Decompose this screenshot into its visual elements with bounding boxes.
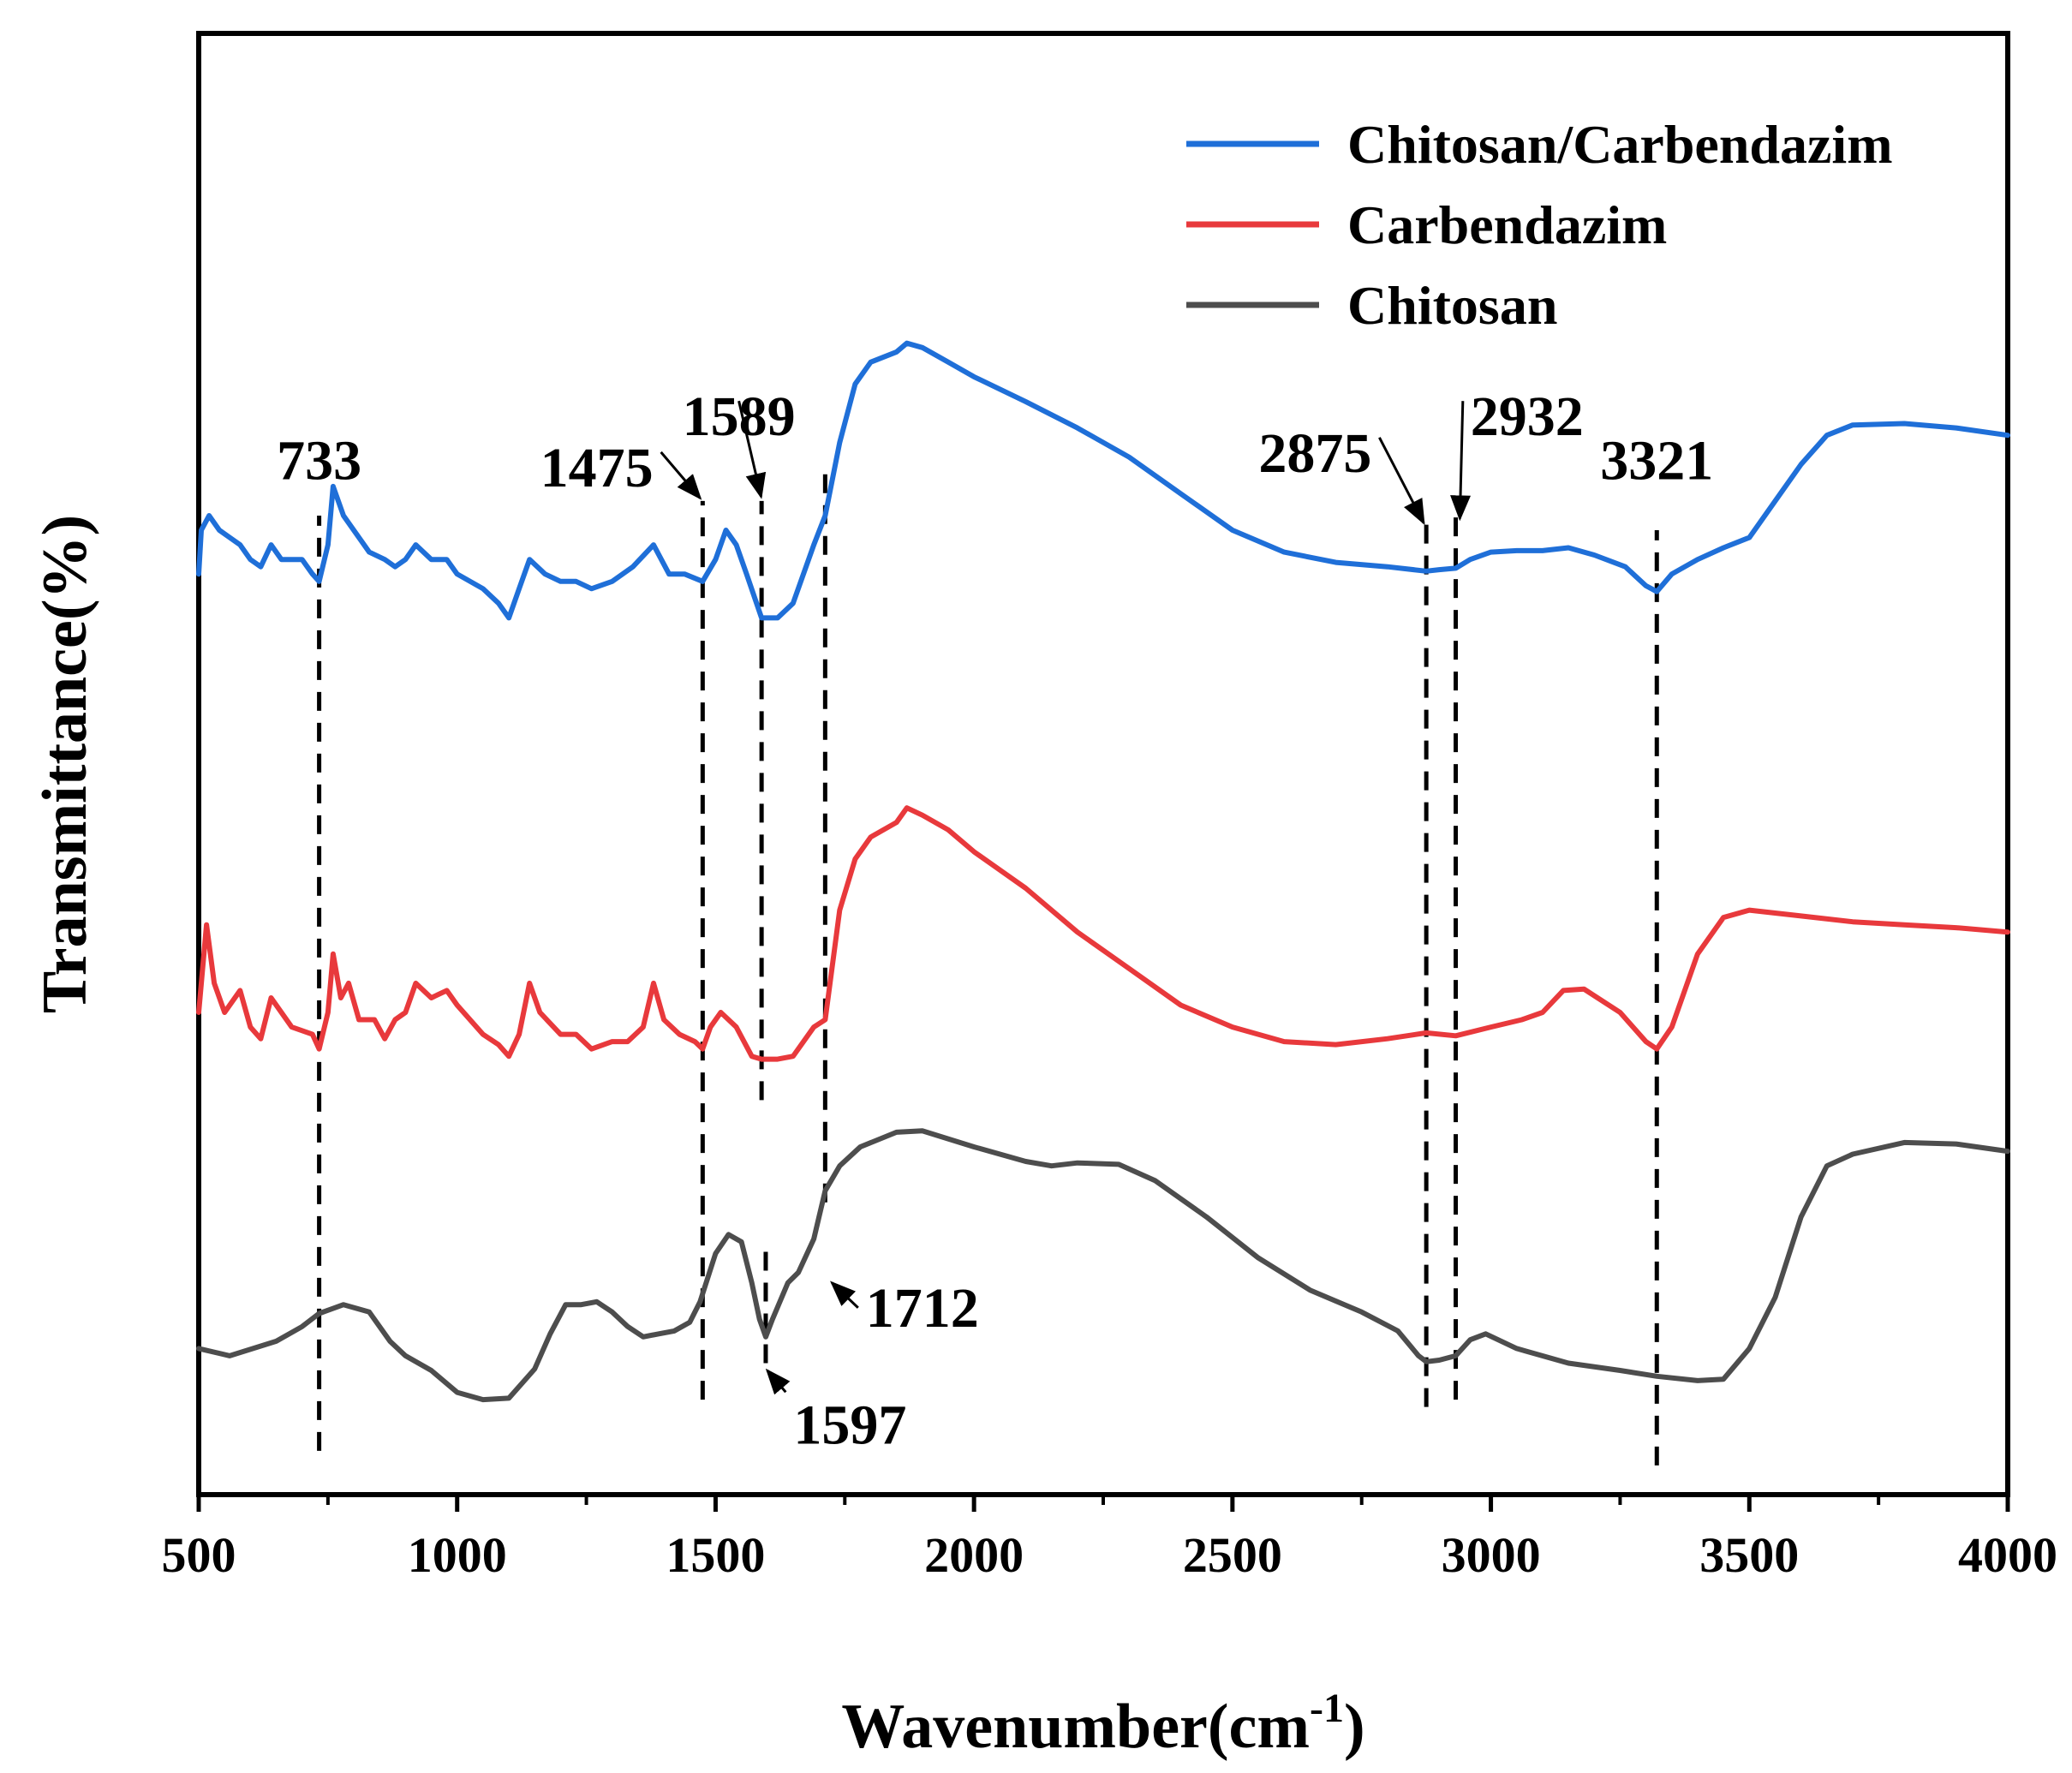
- x-tick-label-2500: 2500: [1183, 1527, 1282, 1583]
- series-line-chitosan-carbendazim: [196, 340, 2010, 621]
- x-axis-label-suffix: ): [1344, 1692, 1365, 1762]
- x-tick-label-2000: 2000: [924, 1527, 1024, 1583]
- annotation-1589: 1589: [683, 385, 796, 448]
- legend-label-chitosan-carbendazim: Chitosan/Carbendazim: [1347, 114, 1893, 175]
- legend: Chitosan/Carbendazim Carbendazim Chitosan: [1186, 114, 1893, 336]
- annotation-2932: 2932: [1471, 385, 1584, 448]
- reference-lines: [317, 471, 1659, 1466]
- x-axis-label-superscript: -1: [1310, 1686, 1344, 1731]
- x-tick-label-4000: 4000: [1958, 1527, 2057, 1583]
- x-tick-label-1500: 1500: [666, 1527, 765, 1583]
- x-tick-label-3500: 3500: [1699, 1527, 1799, 1583]
- y-axis-label: Transmittance(%): [30, 515, 100, 1013]
- annotation-733: 733: [277, 429, 361, 492]
- annotation-3321: 3321: [1600, 429, 1713, 492]
- x-tick-label-3000: 3000: [1442, 1527, 1541, 1583]
- legend-label-carbendazim: Carbendazim: [1347, 194, 1667, 255]
- annotation-arrow-1475: [660, 451, 702, 500]
- x-tick-label-500: 500: [162, 1527, 236, 1583]
- series-line-carbendazim: [196, 805, 2010, 1062]
- annotation-arrow-1712: [830, 1280, 859, 1309]
- legend-label-chitosan: Chitosan: [1347, 275, 1557, 336]
- annotation-1712: 1712: [866, 1277, 979, 1340]
- series-lines: [196, 340, 2010, 1403]
- x-axis: 500 1000 1500 2000 2500 3000 3500 4000: [162, 1495, 2057, 1583]
- plot-frame: [196, 31, 2010, 1497]
- annotation-1597: 1597: [793, 1394, 906, 1456]
- annotation-arrow-2875: [1378, 437, 1425, 526]
- x-axis-label: Wavenumber(cm-1): [841, 1686, 1364, 1762]
- x-axis-label-main: Wavenumber(cm: [841, 1692, 1310, 1762]
- annotations: 733 1475 1589 2875 2932 3321 1712 1597: [277, 385, 1713, 1456]
- annotation-arrow-2932: [1450, 401, 1472, 522]
- annotation-1475: 1475: [540, 437, 654, 499]
- x-tick-label-1000: 1000: [408, 1527, 507, 1583]
- annotation-arrow-1589: [737, 400, 767, 499]
- annotation-arrow-1597: [765, 1368, 791, 1395]
- annotation-2875: 2875: [1258, 422, 1371, 485]
- series-line-chitosan: [196, 1128, 2010, 1403]
